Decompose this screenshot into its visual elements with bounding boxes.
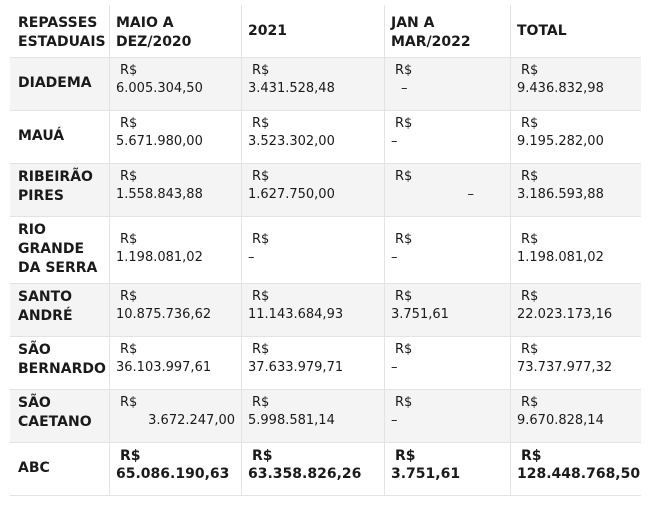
header-row: REPASSES ESTADUAIS MAIO A DEZ/2020 2021 … [10, 5, 641, 58]
value-cell: R$ – [385, 111, 511, 163]
table-row: MAUÁ R$ 5.671.980,00 R$ 3.523.302,00 R$ – R… [10, 111, 641, 164]
value-cell: R$ – [385, 390, 511, 442]
table-row: SÃO BERNARDO R$ 36.103.997,61 R$ 37.633.97… [10, 337, 641, 390]
table-row: RIBEIRÃO PIRES R$ 1.558.843,88 R$ 1.627.75… [10, 164, 641, 217]
city-cell: RIBEIRÃO PIRES [10, 164, 110, 216]
city-cell: SANTO ANDRÉ [10, 284, 110, 336]
value-cell: R$ 3.523.302,00 [242, 111, 385, 163]
value-cell: R$ 5.671.980,00 [110, 111, 242, 163]
value-cell: R$ 1.627.750,00 [242, 164, 385, 216]
value-cell: R$ 1.198.081,02 [517, 232, 604, 265]
value-cell: R$ – [385, 58, 511, 110]
city-cell: RIO GRANDE DA SERRA [10, 217, 110, 283]
header-cell: JAN A MAR/2022 [385, 5, 511, 57]
value-cell: R$ 6.005.304,50 [110, 58, 242, 110]
city-cell: SÃO BERNARDO [10, 337, 110, 389]
value-cell: R$ 9.195.282,00 [517, 116, 604, 149]
value-cell: R$ 3.751,61 [385, 284, 511, 336]
city-cell: ABC [10, 443, 110, 495]
value-cell: R$ 63.358.826,26 [242, 443, 385, 495]
value-cell: R$ – [385, 217, 511, 283]
value-cell: R$ 36.103.997,61 [110, 337, 242, 389]
value-cell: R$ 1.198.081,02 [110, 217, 242, 283]
value-cell: R$ 9.436.832,98 [517, 63, 604, 96]
value-cell: R$ 22.023.173,16 [517, 289, 613, 322]
table-row: SÃO CAETANO R$ 3.672.247,00 R$ 5.998.581,1… [10, 390, 641, 443]
header-cell: REPASSES ESTADUAIS [10, 5, 110, 57]
value-cell: R$ 10.875.736,62 [110, 284, 242, 336]
header-cell: TOTAL [517, 23, 567, 39]
value-cell: R$ 9.670.828,14 [517, 395, 604, 428]
header-cell: 2021 [242, 5, 385, 57]
transfers-table: REPASSES ESTADUAIS MAIO A DEZ/2020 2021 … [10, 5, 641, 496]
value-cell: R$ 11.143.684,93 [242, 284, 385, 336]
city-cell: MAUÁ [10, 111, 110, 163]
table-row: RIO GRANDE DA SERRA R$ 1.198.081,02 R$ – R… [10, 217, 641, 284]
value-cell: R$ 3.431.528,48 [242, 58, 385, 110]
city-cell: DIADEMA [10, 58, 110, 110]
value-cell: R$ – [385, 337, 511, 389]
value-cell: R$ 5.998.581,14 [242, 390, 385, 442]
header-cell: MAIO A DEZ/2020 [110, 5, 242, 57]
value-cell: R$ 128.448.768,50 [517, 448, 641, 482]
value-cell: R$ – [385, 164, 511, 216]
value-cell: R$ 3.751,61 [385, 443, 511, 495]
value-cell: R$ 65.086.190,63 [110, 443, 242, 495]
value-cell: R$ 37.633.979,71 [242, 337, 385, 389]
value-cell: R$ 73.737.977,32 [517, 342, 613, 375]
total-row: ABC R$ 65.086.190,63 R$ 63.358.826,26 R$ 3.… [10, 443, 641, 496]
value-cell: R$ 3.672.247,00 [110, 390, 242, 442]
value-cell: R$ 1.558.843,88 [110, 164, 242, 216]
city-cell: SÃO CAETANO [10, 390, 110, 442]
table-row: DIADEMA R$ 6.005.304,50 R$ 3.431.528,48 R$… [10, 58, 641, 111]
value-cell: R$ – [242, 217, 385, 283]
value-cell: R$ 3.186.593,88 [517, 169, 604, 202]
table-row: SANTO ANDRÉ R$ 10.875.736,62 R$ 11.143.684… [10, 284, 641, 337]
